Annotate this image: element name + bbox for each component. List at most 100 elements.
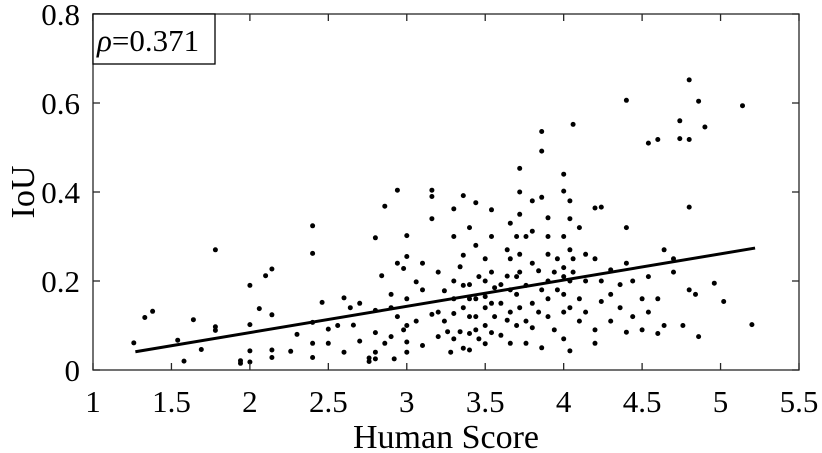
data-point — [131, 340, 137, 346]
data-point — [539, 345, 545, 351]
data-point — [476, 274, 482, 280]
data-point — [696, 98, 702, 104]
data-point — [489, 234, 494, 239]
data-point — [476, 336, 482, 342]
data-point — [394, 260, 400, 266]
data-point — [341, 295, 347, 301]
data-point — [247, 282, 253, 288]
data-point — [504, 273, 510, 279]
data-point — [545, 215, 551, 221]
y-tick-label: 0.4 — [41, 175, 80, 210]
data-point — [198, 347, 204, 352]
data-point — [457, 329, 463, 335]
data-point — [181, 358, 187, 364]
data-point — [357, 338, 363, 344]
data-point — [441, 288, 447, 294]
data-point — [448, 349, 454, 355]
data-point — [310, 340, 316, 346]
data-point — [592, 256, 598, 262]
data-point — [451, 336, 457, 342]
data-point — [576, 296, 582, 302]
data-point — [529, 228, 535, 234]
data-point — [379, 273, 385, 279]
data-point — [645, 274, 651, 280]
data-point — [473, 314, 479, 320]
data-point — [394, 187, 400, 193]
data-point — [401, 266, 407, 271]
data-point — [404, 339, 410, 345]
data-point — [576, 225, 582, 231]
data-point — [696, 334, 702, 340]
data-point — [639, 296, 645, 302]
rho-symbol: ρ — [96, 23, 112, 58]
data-point — [617, 282, 623, 288]
data-point — [325, 326, 331, 332]
axis-ticks: 1 1.5 2 2.5 3 3.5 4 4.5 5 5.5 0 0.2 0.4 0.6 0.8 — [41, 0, 818, 419]
data-point — [523, 234, 529, 239]
plot-area — [93, 14, 799, 370]
data-point — [554, 256, 560, 262]
data-point — [517, 305, 523, 311]
data-point — [467, 347, 472, 353]
data-point — [420, 343, 425, 348]
data-point — [404, 233, 410, 239]
data-point — [212, 247, 218, 253]
data-point — [561, 188, 567, 194]
data-point — [498, 282, 504, 288]
data-point — [686, 77, 692, 83]
data-point — [482, 294, 488, 300]
data-point — [539, 194, 545, 200]
data-point — [545, 234, 551, 239]
data-point — [645, 309, 651, 315]
data-point — [529, 300, 535, 306]
data-point — [529, 198, 535, 204]
data-point — [561, 274, 567, 280]
data-point — [583, 309, 589, 315]
data-point — [539, 129, 545, 134]
data-point — [388, 291, 394, 297]
data-point — [567, 247, 573, 253]
data-point — [514, 323, 520, 328]
data-point — [551, 327, 557, 333]
data-point — [175, 337, 181, 343]
data-point — [247, 348, 253, 354]
data-points — [131, 77, 755, 366]
data-point — [671, 269, 676, 275]
data-point — [529, 325, 535, 331]
data-point — [545, 314, 551, 320]
data-point — [677, 118, 683, 124]
data-point — [435, 309, 441, 315]
data-point — [357, 300, 363, 306]
data-point — [460, 345, 466, 351]
x-tick-label: 2.5 — [309, 384, 348, 419]
x-tick-label: 3.5 — [466, 384, 505, 419]
data-point — [592, 327, 598, 333]
x-tick-label: 1 — [85, 384, 101, 419]
data-point — [482, 278, 488, 284]
data-point — [661, 323, 667, 328]
data-point — [247, 359, 253, 365]
data-point — [460, 193, 466, 199]
data-point — [467, 225, 472, 231]
data-point — [711, 280, 717, 286]
data-point — [561, 234, 567, 239]
data-point — [294, 331, 300, 337]
data-point — [702, 124, 708, 130]
data-point — [445, 329, 451, 335]
data-point — [576, 318, 582, 324]
data-point — [561, 265, 567, 271]
data-point — [451, 234, 457, 239]
data-point — [372, 330, 378, 336]
data-point — [372, 356, 378, 362]
data-point — [561, 336, 567, 342]
data-point — [404, 296, 410, 302]
data-point — [536, 268, 542, 274]
data-point — [645, 140, 651, 146]
data-point — [630, 314, 636, 320]
data-point — [451, 311, 457, 316]
data-point — [382, 340, 388, 346]
data-point — [473, 296, 479, 302]
data-point — [372, 235, 378, 241]
data-point — [288, 348, 294, 354]
data-point — [567, 305, 573, 311]
